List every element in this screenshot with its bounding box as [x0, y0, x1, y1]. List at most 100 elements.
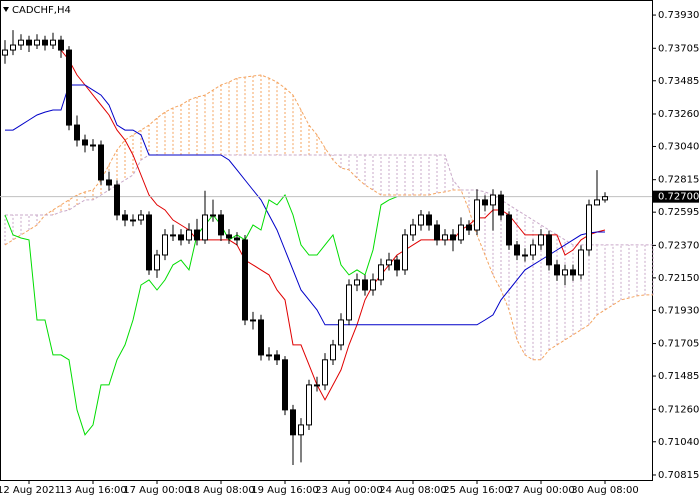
- candle-body: [314, 384, 320, 387]
- candle-body: [266, 354, 272, 357]
- candle-body: [458, 224, 464, 241]
- candle-body: [26, 39, 32, 46]
- candle-body: [50, 39, 56, 46]
- candle-body: [554, 264, 560, 276]
- candle-body: [362, 279, 368, 291]
- candle-body: [330, 344, 336, 361]
- candle-body: [146, 214, 152, 271]
- x-tick-label: 25 Aug 16:00: [443, 485, 510, 496]
- candle-body: [186, 229, 192, 241]
- candle-body: [466, 224, 472, 231]
- candle-body: [162, 234, 168, 256]
- candle-body: [234, 237, 240, 241]
- candle-body: [154, 254, 160, 271]
- senkou-span-b: [5, 154, 653, 246]
- candle-body: [522, 254, 528, 257]
- candle-body: [570, 269, 576, 276]
- y-tick-label: 0.72595: [658, 207, 699, 218]
- y-tick-label: 0.73260: [658, 109, 699, 120]
- senkou-span-a: [4, 74, 653, 361]
- candle-body: [378, 264, 384, 281]
- y-tick-label: 0.71260: [658, 404, 699, 415]
- candle-body: [434, 224, 440, 241]
- y-tick-label: 0.71040: [658, 437, 699, 448]
- y-tick-label: 0.71930: [658, 305, 699, 316]
- y-tick-label: 0.73485: [658, 76, 699, 87]
- candle-body: [2, 49, 8, 56]
- candle-body: [282, 359, 288, 411]
- candle-body: [370, 279, 376, 291]
- last-price-box: [653, 190, 699, 203]
- candle-body: [474, 199, 480, 231]
- candle-body: [538, 234, 544, 246]
- candle-body: [426, 214, 432, 226]
- candle-body: [306, 384, 312, 426]
- candle-body: [274, 354, 280, 361]
- symbol-title: CADCHF,H4: [12, 5, 71, 16]
- candle-body: [346, 284, 352, 321]
- x-tick-label: 18 Aug 08:00: [187, 485, 254, 496]
- candle-body: [354, 279, 360, 286]
- candle-body: [202, 214, 208, 241]
- candle-body: [530, 244, 536, 256]
- y-tick-label: 0.73705: [658, 43, 699, 54]
- x-tick-label: 13 Aug 16:00: [59, 485, 126, 496]
- candle-body: [410, 224, 416, 236]
- candle-body: [226, 234, 232, 239]
- y-tick-label: 0.72150: [658, 273, 699, 284]
- indicator-line: [60, 49, 606, 401]
- x-tick-label: 27 Aug 00:00: [507, 485, 574, 496]
- y-tick-label: 0.71705: [658, 339, 699, 350]
- candle-body: [290, 409, 296, 436]
- candle-body: [338, 319, 344, 346]
- x-tick-label: 23 Aug 00:00: [315, 485, 382, 496]
- candle-body: [90, 144, 96, 147]
- candle-body: [450, 234, 456, 241]
- candle-body: [442, 234, 448, 241]
- candle-body: [66, 49, 72, 126]
- candle-body: [106, 179, 112, 186]
- candle-body: [586, 204, 592, 251]
- plot-frame: [0, 0, 653, 481]
- candle-body: [594, 199, 600, 206]
- y-tick-label: 0.72815: [658, 175, 699, 186]
- candle-body: [194, 229, 200, 241]
- x-tick-label: 19 Aug 16:00: [251, 485, 318, 496]
- candle-body: [386, 259, 392, 266]
- candle-body: [242, 239, 248, 321]
- candle-body: [130, 219, 136, 222]
- candle-body: [218, 214, 224, 236]
- candle-body: [170, 234, 176, 237]
- last-price-label: 0.72700: [658, 192, 699, 203]
- candle-body: [258, 319, 264, 356]
- candle-body: [298, 424, 304, 436]
- candle-body: [18, 39, 24, 46]
- plot-layer: [0, 30, 654, 465]
- candle-body: [498, 194, 504, 216]
- candle-body: [82, 139, 88, 146]
- candle-body: [506, 214, 512, 246]
- candle-body: [322, 359, 328, 386]
- candle-body: [114, 184, 120, 216]
- y-tick-label: 0.72370: [658, 240, 699, 251]
- indicator-line: [5, 84, 605, 326]
- candle-body: [490, 194, 496, 206]
- x-tick-label: 12 Aug 2021: [0, 485, 61, 496]
- candle-body: [210, 214, 216, 217]
- x-tick-label: 24 Aug 08:00: [379, 485, 446, 496]
- candle-body: [122, 214, 128, 221]
- candle-body: [10, 44, 16, 51]
- candle-body: [178, 234, 184, 241]
- candle-body: [546, 234, 552, 266]
- candle-body: [58, 39, 64, 51]
- candle-body: [138, 214, 144, 221]
- y-tick-label: 0.73930: [658, 10, 699, 21]
- candle-body: [42, 39, 48, 46]
- y-tick-label: 0.71485: [658, 371, 699, 382]
- symbol-menu-arrow[interactable]: [3, 7, 9, 12]
- candle-body: [74, 124, 80, 141]
- candle-body: [578, 249, 584, 276]
- candle-body: [34, 39, 40, 46]
- candle-body: [418, 214, 424, 226]
